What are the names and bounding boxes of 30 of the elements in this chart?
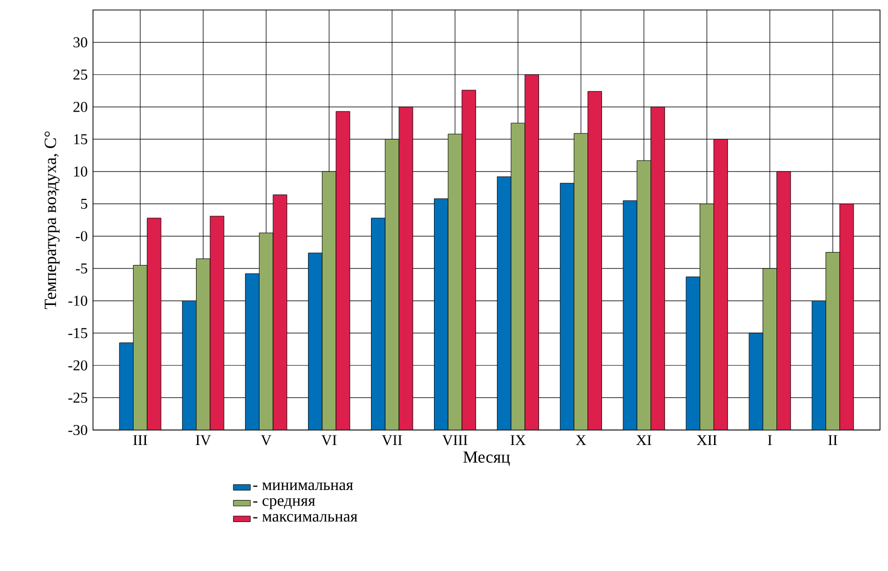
legend-label: - максимальная: [253, 514, 358, 522]
y-tick-label: 15: [74, 134, 88, 144]
x-tick-label: IX: [510, 435, 526, 446]
x-tick-label: VII: [382, 435, 402, 446]
x-tick-label: V: [260, 435, 272, 446]
x-tick-label: I: [768, 435, 772, 446]
y-axis-title: Температура воздуха, С°: [44, 131, 60, 310]
y-tick-label: 20: [73, 102, 88, 112]
y-tick-label: -15: [68, 328, 88, 338]
y-tick-label: -20: [68, 360, 88, 370]
y-tick-label: -30: [68, 424, 88, 436]
y-tick-label: -10: [68, 296, 88, 306]
legend-label: - минимальная: [253, 482, 354, 490]
y-tick-label: 10: [74, 166, 88, 177]
y-tick-label: 5: [81, 198, 88, 209]
x-axis-title: Месяц: [463, 451, 510, 466]
y-tick-label: 25: [73, 70, 88, 80]
legend-label: - средняя: [253, 498, 316, 510]
x-tick-label: II: [828, 435, 838, 446]
x-tick-label: VI: [321, 435, 336, 446]
x-tick-label: III: [133, 435, 148, 446]
x-tick-label: XI: [636, 435, 652, 446]
y-tick-label: -5: [76, 263, 88, 274]
x-tick-label: X: [576, 435, 586, 446]
x-tick-label: VIII: [442, 435, 468, 446]
y-tick-label: -25: [68, 392, 88, 403]
y-tick-label: 30: [74, 37, 88, 48]
x-tick-label: XII: [696, 435, 717, 446]
y-tick-label: -0: [76, 231, 88, 242]
x-tick-label: IV: [196, 435, 211, 446]
